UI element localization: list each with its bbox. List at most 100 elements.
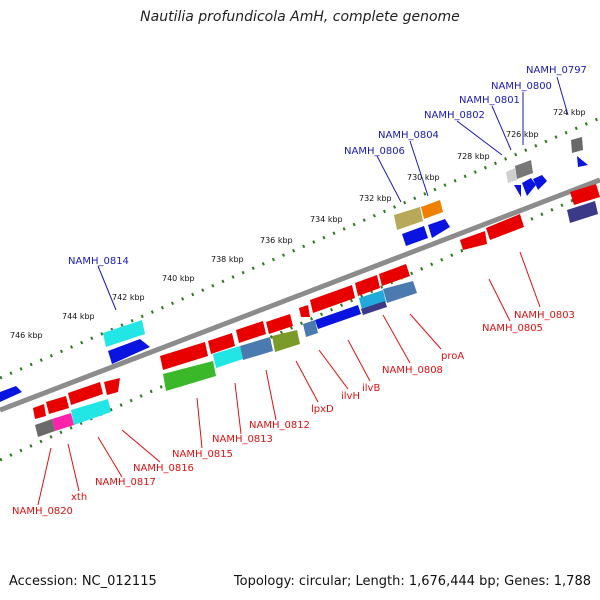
gene-arrow[interactable] <box>486 214 524 240</box>
connector-line <box>295 360 319 403</box>
connector-line <box>382 314 411 364</box>
kbp-labels: 724 kbp 726 kbp 728 kbp 730 kbp 732 kbp … <box>10 108 586 340</box>
gene-arrow[interactable] <box>522 178 536 196</box>
gene-arrow[interactable] <box>108 339 150 364</box>
gene-arrow[interactable] <box>33 404 46 419</box>
connector-line <box>97 436 123 478</box>
gene-label[interactable]: NAMH_0797 <box>526 65 587 76</box>
gene-arrow[interactable] <box>103 320 145 347</box>
gene-label[interactable]: NAMH_0813 <box>212 434 273 445</box>
connector-line <box>234 382 242 435</box>
gene-arrow[interactable] <box>570 184 600 205</box>
gene-arrow[interactable] <box>52 413 74 431</box>
gene-arrow[interactable] <box>361 301 387 315</box>
gene-arrow[interactable] <box>355 275 380 296</box>
connector-line <box>37 447 52 506</box>
reverse-gene-labels: NAMH_0803 NAMH_0805 proA NAMH_0808 ilvB … <box>12 310 575 517</box>
gene-arrow[interactable] <box>213 346 243 368</box>
gene-label[interactable]: lpxD <box>311 404 334 415</box>
forward-genes <box>0 137 588 402</box>
gene-label[interactable]: NAMH_0815 <box>172 449 233 460</box>
kbp-label: 736 kbp <box>260 236 293 245</box>
gene-arrow[interactable] <box>506 168 517 183</box>
gene-arrow[interactable] <box>460 231 487 250</box>
kbp-label: 724 kbp <box>553 108 586 117</box>
connector-line <box>491 105 512 151</box>
gene-label[interactable]: NAMH_0820 <box>12 506 73 517</box>
gene-label[interactable]: NAMH_0803 <box>514 310 575 321</box>
kbp-label: 744 kbp <box>62 312 95 321</box>
gene-arrow[interactable] <box>359 290 386 310</box>
connector-line <box>121 429 161 463</box>
gene-arrow[interactable] <box>266 314 293 334</box>
gene-label[interactable]: NAMH_0806 <box>344 146 405 157</box>
connector-line <box>409 313 442 350</box>
gene-arrow[interactable] <box>515 160 533 179</box>
kbp-label: 726 kbp <box>506 130 539 139</box>
gene-arrow[interactable] <box>514 185 521 197</box>
gene-arrow[interactable] <box>571 137 583 153</box>
gene-label[interactable]: NAMH_0800 <box>491 81 552 92</box>
kbp-label: 732 kbp <box>359 194 392 203</box>
kbp-label: 730 kbp <box>407 173 440 182</box>
forward-gene-labels: NAMH_0797 NAMH_0800 NAMH_0801 NAMH_0802 … <box>68 65 587 267</box>
gene-arrow[interactable] <box>394 207 423 230</box>
gene-arrow[interactable] <box>577 156 588 167</box>
gene-arrow[interactable] <box>402 226 428 246</box>
gene-label[interactable]: xth <box>71 492 87 503</box>
gene-arrow[interactable] <box>104 378 120 395</box>
gene-label[interactable]: NAMH_0804 <box>378 130 439 141</box>
gene-arrow[interactable] <box>428 219 450 238</box>
gene-label[interactable]: NAMH_0812 <box>249 420 310 431</box>
gene-arrow[interactable] <box>35 419 55 437</box>
kbp-label: 746 kbp <box>10 331 43 340</box>
gene-arrow[interactable] <box>421 200 443 219</box>
gene-label[interactable]: NAMH_0814 <box>68 256 129 267</box>
gene-arrow[interactable] <box>208 333 235 354</box>
connector-line <box>318 349 349 390</box>
kbp-label: 734 kbp <box>310 215 343 224</box>
forward-connectors <box>97 76 569 311</box>
gene-arrow[interactable] <box>533 175 547 190</box>
gene-arrow[interactable] <box>160 342 208 370</box>
kbp-label: 738 kbp <box>211 255 244 264</box>
gene-arrow[interactable] <box>272 330 300 352</box>
upper-tick-row <box>0 116 600 380</box>
map-title: Nautilia profundicola AmH, complete geno… <box>140 9 460 25</box>
accession-text: Accession: NC_012115 <box>9 574 157 589</box>
gene-label[interactable]: NAMH_0802 <box>424 110 485 121</box>
gene-label[interactable]: NAMH_0808 <box>382 365 443 376</box>
gene-arrow[interactable] <box>299 305 310 317</box>
connector-line <box>67 443 80 492</box>
gene-arrow[interactable] <box>71 399 111 425</box>
gene-arrow[interactable] <box>310 285 355 313</box>
gene-arrow[interactable] <box>303 320 318 337</box>
connector-line <box>97 265 117 311</box>
gene-label[interactable]: NAMH_0801 <box>459 95 520 106</box>
connector-line <box>488 278 511 322</box>
gene-arrow[interactable] <box>567 201 598 223</box>
gene-arrow[interactable] <box>46 396 69 414</box>
gene-label[interactable]: NAMH_0805 <box>482 323 543 334</box>
connector-line <box>196 397 203 449</box>
kbp-label: 740 kbp <box>162 274 195 283</box>
gene-label[interactable]: ilvH <box>341 391 360 402</box>
reverse-genes <box>33 184 600 437</box>
connector-line <box>556 76 569 116</box>
connector-line <box>347 339 371 382</box>
gene-arrow[interactable] <box>236 321 266 343</box>
gene-label[interactable]: NAMH_0816 <box>133 463 194 474</box>
gene-arrow[interactable] <box>68 382 103 405</box>
gene-arrow[interactable] <box>0 386 22 402</box>
gene-arrow[interactable] <box>383 281 417 303</box>
gene-label[interactable]: ilvB <box>362 383 380 394</box>
gene-label[interactable]: proA <box>441 351 464 362</box>
gene-arrow[interactable] <box>163 361 216 391</box>
gene-arrow[interactable] <box>379 264 410 286</box>
gene-label[interactable]: NAMH_0817 <box>95 477 156 488</box>
connector-line <box>519 251 541 308</box>
gene-arrow[interactable] <box>315 305 361 329</box>
connector-line <box>456 120 503 156</box>
gene-arrow[interactable] <box>240 337 273 360</box>
genome-backbone <box>0 177 600 413</box>
